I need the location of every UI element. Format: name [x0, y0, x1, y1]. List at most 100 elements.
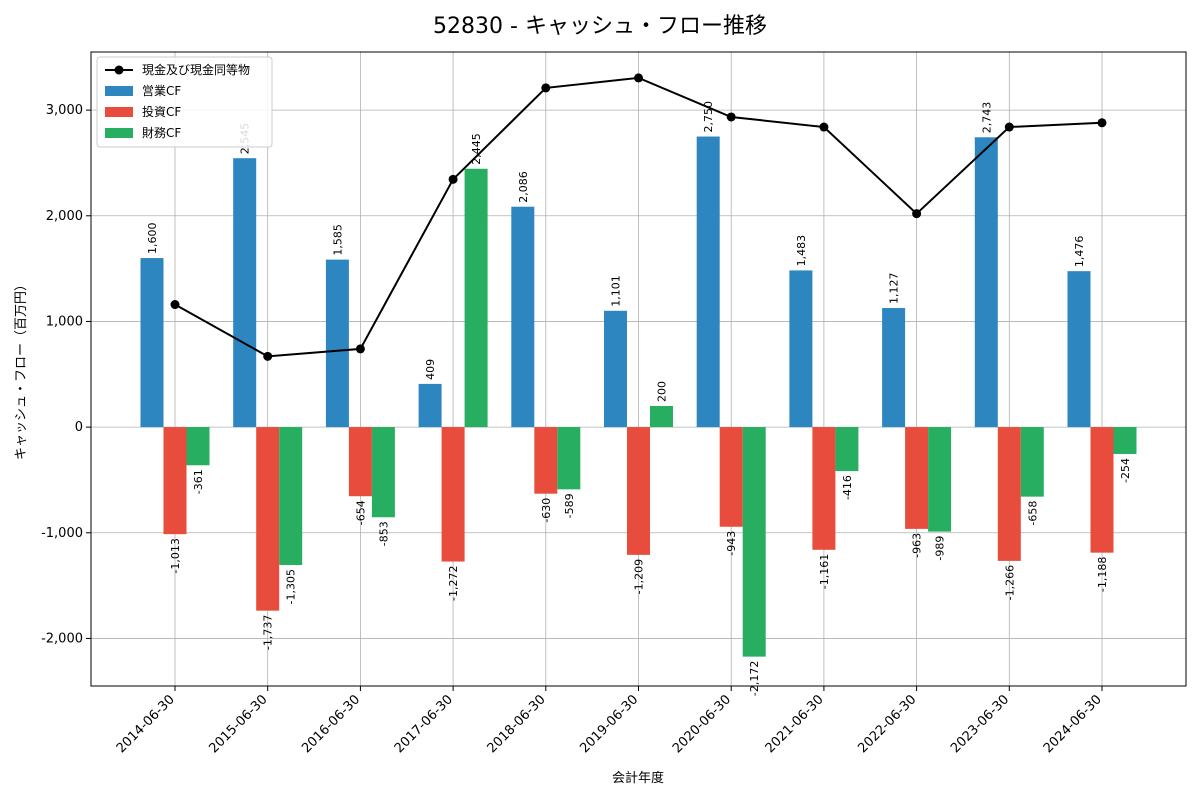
bar [835, 427, 859, 472]
x-tick-label: 2022-06-30 [855, 692, 919, 756]
bar [650, 405, 673, 428]
bar [279, 427, 303, 566]
data-label: 1,585 [331, 224, 344, 256]
legend-label: 投資CF [142, 104, 181, 119]
x-tick-label: 2017-06-30 [392, 692, 456, 756]
y-tick-label: 0 [75, 420, 83, 435]
data-label: -589 [563, 493, 576, 518]
x-tick-label: 2019-06-30 [577, 692, 641, 756]
bar [1113, 427, 1137, 454]
x-axis-title: 会計年度 [612, 770, 664, 786]
cash-line-point [1004, 122, 1014, 132]
bar [464, 168, 488, 428]
bar [928, 427, 952, 532]
data-label: -416 [841, 475, 854, 500]
x-tick-label: 2021-06-30 [763, 692, 827, 756]
x-axis: 2014-06-30 2015-06-30 2016-06-30 2017-06-30… [114, 686, 1105, 756]
x-tick-label: 2018-06-30 [485, 692, 549, 756]
cash-line-point [726, 112, 736, 122]
cash-line-point [1097, 118, 1107, 128]
bar [905, 427, 929, 529]
data-label: -2,172 [748, 661, 761, 696]
x-tick-label: 2014-06-30 [114, 692, 178, 756]
y-tick-label: -2,000 [41, 631, 83, 646]
data-labels: 1,6002,5451,5854092,0861,1012,7501,4831,… [146, 101, 1132, 696]
y-tick-label: -1,000 [41, 526, 83, 541]
legend-swatch [105, 86, 133, 96]
bar [418, 383, 442, 428]
cash-line-point [912, 209, 922, 219]
bar [511, 206, 535, 428]
data-label: 409 [424, 359, 437, 380]
cash-line-point [634, 73, 643, 83]
bar [882, 308, 906, 428]
bar [719, 427, 743, 527]
x-tick-label: 2020-06-30 [670, 692, 734, 756]
bar [627, 427, 650, 555]
data-label: 2,445 [470, 133, 483, 165]
x-tick-label: 2015-06-30 [206, 692, 270, 756]
data-label: -1,188 [1096, 557, 1109, 592]
data-label: -853 [377, 521, 390, 546]
data-label: -1,209 [633, 559, 646, 594]
y-tick-label: 1,000 [46, 314, 83, 329]
data-label: 1,600 [146, 223, 159, 255]
bar [371, 427, 395, 518]
data-label: 200 [656, 381, 669, 402]
data-label: -361 [192, 469, 205, 494]
data-label: -1,272 [447, 566, 460, 601]
legend-marker [114, 65, 124, 75]
data-label: -1,266 [1003, 565, 1016, 600]
data-label: 2,086 [517, 171, 530, 203]
cash-line-point [355, 344, 365, 354]
y-axis-title: キャッシュ・フロー（百万円） [14, 278, 29, 460]
legend-label: 現金及び現金同等物 [142, 62, 250, 77]
cash-line-point [448, 174, 458, 184]
data-label: -254 [1119, 458, 1132, 483]
data-label: -1,161 [818, 554, 831, 589]
bar [163, 427, 187, 535]
data-label: -630 [540, 498, 553, 523]
data-label: -658 [1026, 501, 1039, 526]
x-tick-label: 2016-06-30 [299, 692, 363, 756]
data-label: -1,013 [169, 538, 182, 573]
data-label: -943 [725, 531, 738, 556]
bar [256, 427, 280, 611]
bars [140, 136, 1137, 657]
bar [557, 427, 581, 490]
bar [1067, 271, 1091, 428]
bar [789, 270, 813, 428]
bar [974, 137, 998, 428]
cash-line-point [541, 83, 551, 93]
bar [696, 136, 720, 428]
legend-swatch [105, 128, 133, 138]
data-label: -989 [934, 536, 947, 561]
data-label: -654 [354, 500, 367, 525]
data-label: -1,737 [262, 615, 275, 650]
legend-label: 財務CF [142, 125, 181, 140]
legend-box [96, 56, 273, 148]
cash-line-point [819, 122, 829, 132]
cash-line [170, 73, 1107, 361]
y-axis: -2,000 -1,000 0 1,000 2,000 3,000 [41, 103, 91, 646]
y-tick-label: 2,000 [46, 209, 83, 224]
cash-line-point [170, 300, 180, 310]
bar [1020, 427, 1044, 497]
x-tick-label: 2023-06-30 [948, 692, 1012, 756]
data-label: -1,305 [285, 569, 298, 604]
bar [233, 158, 257, 428]
data-label: 1,127 [888, 273, 901, 305]
bar [812, 427, 836, 550]
bar [534, 427, 558, 494]
data-label: -963 [911, 533, 924, 558]
y-tick-label: 3,000 [46, 103, 83, 118]
bar [348, 427, 372, 497]
bar [441, 427, 465, 562]
data-label: 1,476 [1073, 236, 1086, 268]
legend-swatch [105, 107, 133, 117]
data-label: 2,743 [980, 102, 993, 134]
bar [742, 427, 766, 657]
bar [997, 427, 1021, 561]
